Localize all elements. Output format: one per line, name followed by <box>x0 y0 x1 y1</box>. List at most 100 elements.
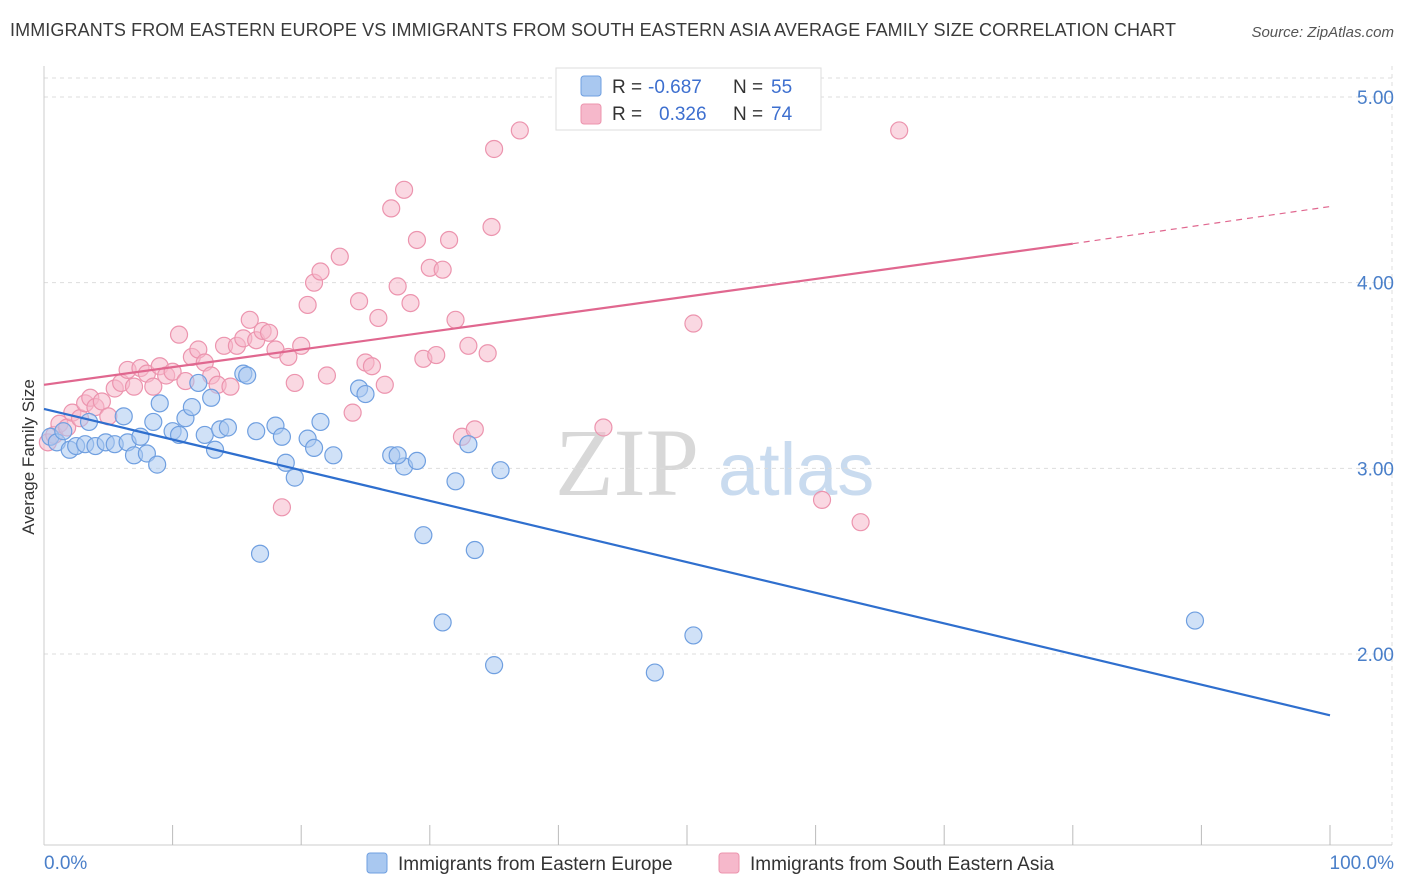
pink-point-52 <box>382 199 401 218</box>
legend-swatch-pink <box>580 103 602 125</box>
blue-point-44 <box>407 451 427 471</box>
blue-point-37 <box>304 438 324 458</box>
pink-point-50 <box>369 308 388 328</box>
bottom-legend-swatch-blue <box>366 852 388 874</box>
blue-point-35 <box>285 468 304 487</box>
pink-point-47 <box>349 292 369 311</box>
blue-point-23 <box>195 425 214 445</box>
blue-trend-line <box>43 407 1331 717</box>
pink-point-64 <box>459 336 478 355</box>
pink-point-41 <box>298 295 317 315</box>
pink-point-61 <box>439 230 459 250</box>
blue-point-54 <box>645 663 664 682</box>
blue-point-39 <box>324 446 343 465</box>
pink-point-73 <box>851 513 870 532</box>
blue-point-51 <box>485 656 504 675</box>
blue-point-38 <box>311 412 330 432</box>
pink-point-71 <box>684 314 703 333</box>
blue-point-14 <box>137 444 156 463</box>
y-tick-label-0: 2.00 <box>1357 645 1394 666</box>
pink-point-62 <box>446 310 465 329</box>
blue-point-45 <box>388 446 407 465</box>
blue-point-49 <box>459 435 478 454</box>
chart-title: IMMIGRANTS FROM EASTERN EUROPE VS IMMIGR… <box>10 20 1177 40</box>
pink-point-14 <box>124 377 144 396</box>
pink-point-40 <box>292 336 311 355</box>
pink-point-70 <box>594 418 613 437</box>
pink-point-55 <box>401 293 420 313</box>
blue-point-50 <box>465 540 484 560</box>
blue-point-27 <box>218 418 237 437</box>
pink-point-45 <box>330 247 349 266</box>
pink-point-59 <box>427 345 446 365</box>
blue-point-29 <box>238 366 257 385</box>
pink-point-44 <box>317 366 337 385</box>
legend-n-value-blue: 55 <box>771 77 792 98</box>
pink-point-54 <box>394 180 414 199</box>
blue-point-22 <box>189 373 208 393</box>
blue-point-46 <box>414 526 433 545</box>
legend-r-label-pink: R = <box>612 104 642 125</box>
legend-r-label-blue: R = <box>612 77 642 98</box>
stats-legend: R = -0.687 N = 55 R = 0.326 N = 74 <box>555 67 822 131</box>
blue-series-points <box>41 364 1205 682</box>
y-tick-labels: 2.00 3.00 4.00 5.00 <box>1357 88 1394 666</box>
blue-point-31 <box>250 544 270 563</box>
pink-point-21 <box>169 325 189 344</box>
pink-point-67 <box>482 217 501 237</box>
legend-swatch-blue <box>580 75 602 97</box>
x-tick-label-min: 0.0% <box>44 853 87 874</box>
y-tick-label-2: 4.00 <box>1357 274 1394 295</box>
blue-point-15 <box>144 412 163 432</box>
pink-trend-extension <box>1072 205 1331 245</box>
pink-point-72 <box>812 490 832 509</box>
blue-point-16 <box>148 455 167 474</box>
pink-point-74 <box>890 121 909 140</box>
blue-point-30 <box>247 422 266 441</box>
legend-n-value-pink: 74 <box>771 104 793 125</box>
legend-r-value-blue: -0.687 <box>648 77 702 98</box>
legend-r-value-pink: 0.326 <box>659 104 707 125</box>
pink-point-66 <box>478 344 497 363</box>
blue-point-53 <box>684 626 703 645</box>
pink-point-51 <box>375 375 394 394</box>
legend-n-label-pink: N = <box>733 104 763 125</box>
blue-point-47 <box>433 613 452 632</box>
pink-point-69 <box>510 121 529 140</box>
legend-n-label-blue: N = <box>733 77 763 98</box>
watermark-atlas: atlas <box>718 428 874 511</box>
bottom-legend-swatch-pink <box>718 852 740 874</box>
watermark-zip: ZIP <box>555 409 699 516</box>
pink-point-49 <box>362 357 382 376</box>
pink-point-43 <box>311 262 330 281</box>
pink-point-32 <box>240 310 259 329</box>
pink-point-68 <box>485 139 504 159</box>
blue-point-52 <box>491 461 510 480</box>
pink-point-53 <box>388 277 407 296</box>
blue-point-33 <box>272 427 292 446</box>
blue-point-41 <box>356 384 375 404</box>
trend-lines <box>43 205 1331 717</box>
bottom-legend-label-pink: Immigrants from South Eastern Asia <box>750 854 1055 875</box>
series-legend: Immigrants from Eastern Europe Immigrant… <box>366 852 1055 875</box>
pink-point-46 <box>343 403 362 422</box>
y-axis-label: Average Family Size <box>19 379 38 535</box>
pink-point-60 <box>433 260 452 279</box>
blue-point-48 <box>446 472 465 491</box>
pink-point-35 <box>259 323 279 342</box>
x-tick-label-max: 100.0% <box>1330 853 1395 874</box>
blue-point-55 <box>1185 611 1205 630</box>
pink-point-29 <box>221 377 240 396</box>
pink-point-37 <box>272 498 292 517</box>
blue-point-10 <box>114 407 133 426</box>
blue-point-2 <box>54 422 73 441</box>
y-tick-label-1: 3.00 <box>1357 459 1394 480</box>
y-tick-label-3: 5.00 <box>1357 88 1394 109</box>
blue-point-21 <box>182 397 201 417</box>
axes <box>43 66 1392 846</box>
pink-point-56 <box>407 230 427 250</box>
bottom-legend-label-blue: Immigrants from Eastern Europe <box>398 854 673 875</box>
pink-trend-line <box>43 242 1073 386</box>
blue-point-24 <box>202 388 221 407</box>
